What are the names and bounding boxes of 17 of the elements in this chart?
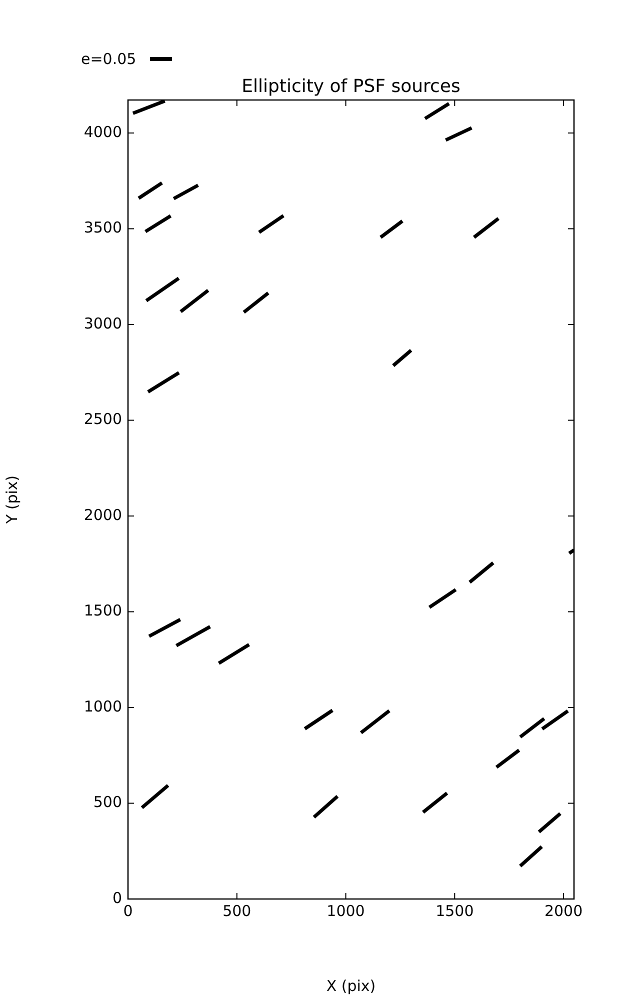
y-tick-label: 2000 [84,506,122,524]
text: e=0.05 [81,50,136,68]
x-axis-title: X (pix) [326,976,376,995]
x-tick-label: 500 [222,902,252,920]
y-tick-label: 0 [112,888,122,907]
y-tick-label: 3500 [84,218,122,237]
y-axis-title: Y (pix) [2,475,21,525]
y-tick-label: 1500 [84,602,122,620]
x-tick-label: 1500 [436,902,474,920]
y-tick-label: 1000 [84,697,122,716]
x-tick-label: 1000 [326,902,365,920]
y-tick-label: 4000 [84,122,122,141]
y-tick-label: 500 [93,793,122,812]
chart-title: Ellipticity of PSF sources [240,76,462,97]
x-tick-label: 2000 [544,902,583,920]
y-tick-label: 2500 [84,410,122,428]
y-tick-label: 3000 [84,314,122,332]
